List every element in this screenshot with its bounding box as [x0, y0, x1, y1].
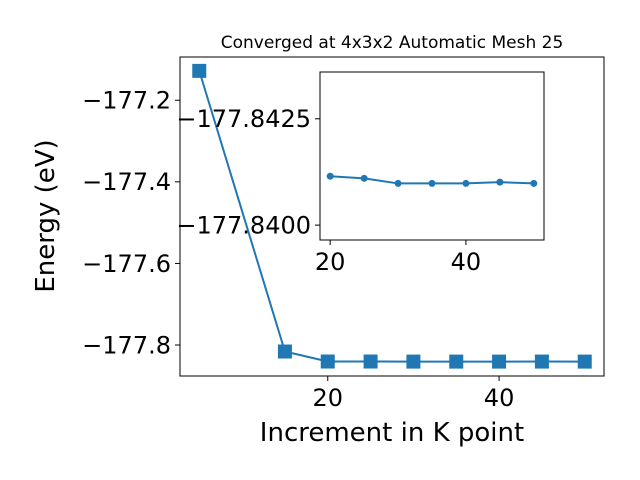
inset-data-point: [428, 179, 436, 187]
inset-x-tick-label: 40: [451, 248, 482, 276]
main-y-tick-label: −177.2: [82, 87, 171, 115]
inset-x-tick-label: 20: [315, 248, 346, 276]
main-data-point: [277, 344, 292, 359]
inset-data-point: [530, 179, 538, 187]
inset-series: [326, 172, 538, 187]
main-data-point: [192, 63, 207, 78]
inset-y-tick-label: −177.8400: [176, 212, 311, 240]
inset-data-point: [326, 172, 334, 180]
main-axes-frame: [179, 56, 605, 377]
inset-y-tick-label: −177.8425: [176, 105, 311, 133]
main-x-tick-label: 20: [312, 384, 343, 412]
main-series: [192, 63, 592, 369]
main-y-tick-label: −177.8: [82, 331, 171, 359]
main-data-point: [320, 354, 335, 369]
main-data-point: [406, 354, 421, 369]
inset-data-point: [496, 178, 504, 186]
main-axis-ticks: 20 40 −177.2 −177.4 −177.6 −177.8: [82, 87, 514, 412]
main-data-point: [534, 354, 549, 369]
main-y-tick-label: −177.6: [82, 250, 171, 278]
x-axis-title: Increment in K point: [260, 418, 524, 448]
inset-axis-ticks: 20 40 −177.8425 −177.8400: [176, 105, 481, 276]
main-y-tick-label: −177.4: [82, 168, 171, 196]
main-data-point: [363, 354, 378, 369]
chart-title: Converged at 4x3x2 Automatic Mesh 25: [221, 33, 564, 53]
main-data-point: [492, 354, 507, 369]
inset-data-point: [360, 174, 368, 182]
main-data-point: [577, 354, 592, 369]
main-data-point: [449, 354, 464, 369]
inset-data-point: [394, 179, 402, 187]
main-x-tick-label: 40: [484, 384, 515, 412]
y-axis-title: Energy (eV): [31, 139, 61, 292]
inset-data-point: [462, 179, 470, 187]
inset-axes-frame: [319, 71, 545, 241]
